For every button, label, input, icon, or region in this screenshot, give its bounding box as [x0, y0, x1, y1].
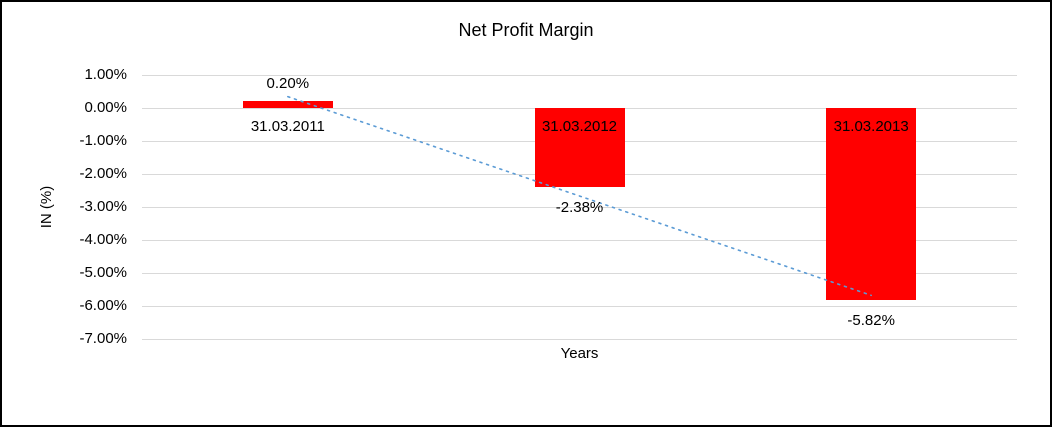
data-label-2: -5.82%	[847, 312, 895, 330]
bar-0	[242, 101, 333, 108]
category-label-2: 31.03.2013	[833, 118, 909, 135]
gridline	[142, 339, 1017, 340]
gridline	[142, 75, 1017, 76]
y-tick-label: -2.00%	[79, 165, 127, 182]
category-label-0: 31.03.2011	[250, 118, 325, 135]
y-tick-label: -4.00%	[79, 231, 127, 248]
y-tick-label: -6.00%	[79, 297, 127, 314]
y-tick-label: 0.00%	[84, 99, 127, 116]
category-label-1: 31.03.2012	[541, 118, 618, 135]
x-axis-title: Years	[560, 345, 599, 362]
y-tick-label: -3.00%	[79, 198, 127, 215]
y-tick-label: -7.00%	[79, 330, 127, 347]
y-tick-label: -5.00%	[79, 264, 127, 281]
gridline	[142, 306, 1017, 307]
y-tick-label: -1.00%	[79, 132, 127, 149]
data-label-1: -2.38%	[555, 198, 604, 216]
y-tick-label: 1.00%	[84, 66, 127, 83]
bar-2	[826, 108, 917, 301]
chart-title: Net Profit Margin	[458, 20, 594, 40]
data-label-0: 0.20%	[266, 75, 310, 93]
